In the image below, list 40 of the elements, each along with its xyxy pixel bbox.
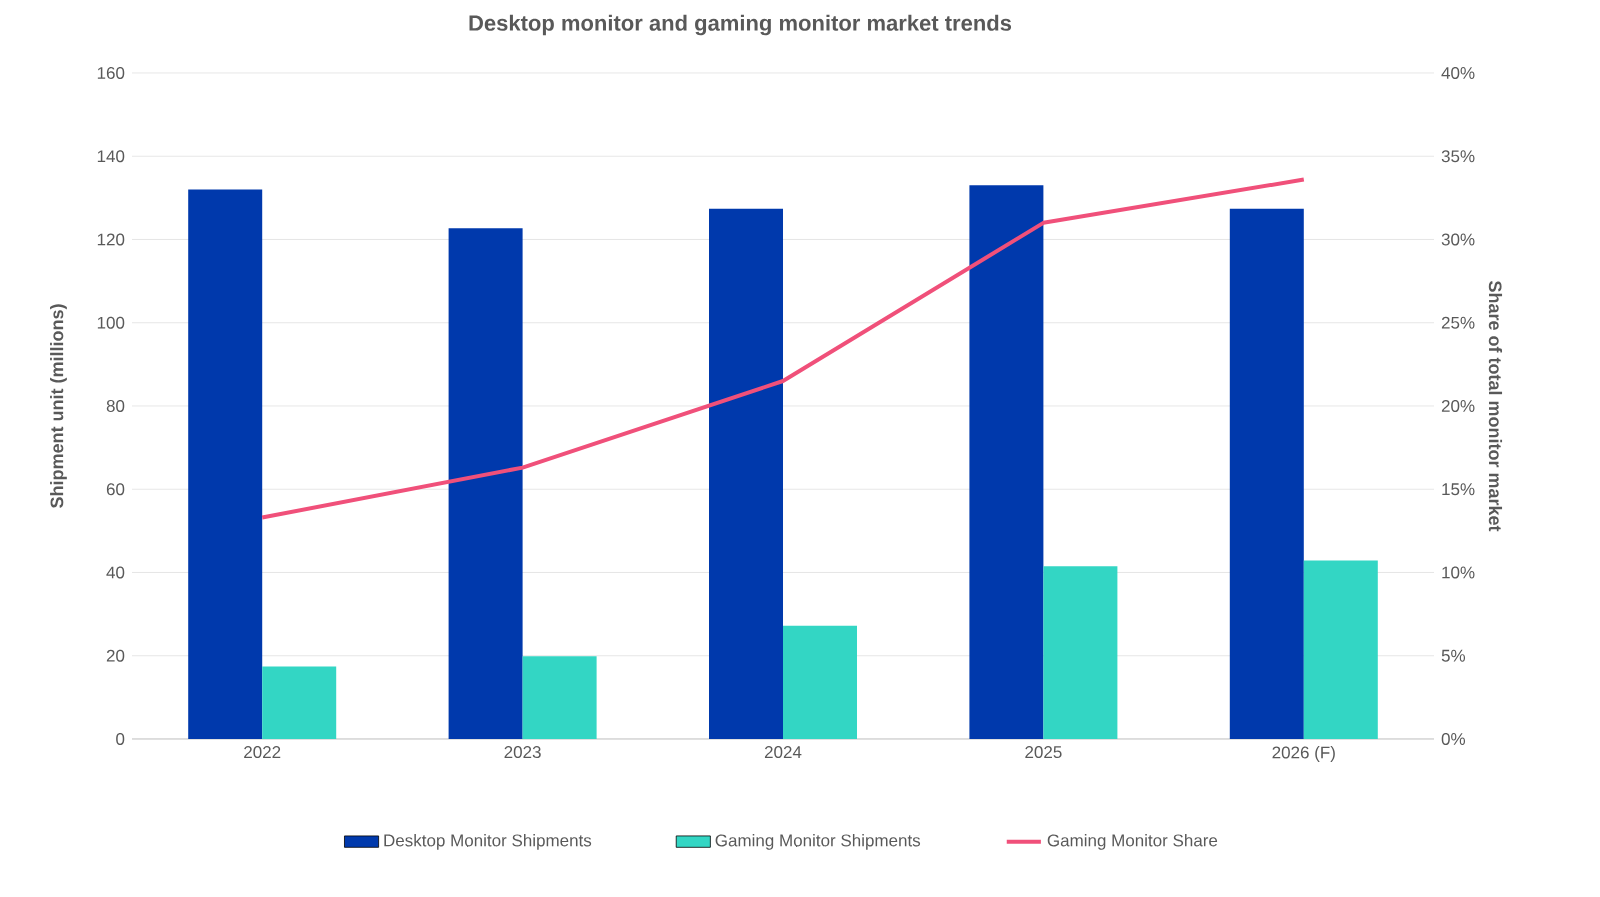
y-tick-label: 80 (106, 399, 125, 412)
x-tick-label: 2025 (1025, 746, 1062, 759)
x-tick-label: 2022 (244, 746, 281, 759)
legend-label: Gaming Monitor Share (1047, 833, 1218, 850)
bar (783, 625, 857, 739)
bar (522, 656, 597, 739)
y-tick-label: 100 (97, 316, 125, 329)
bar (1043, 566, 1118, 739)
y-tick-label: 60 (106, 483, 125, 496)
y-tick-label: 40 (106, 566, 125, 579)
legend-label: Gaming Monitor Shipments (715, 833, 921, 850)
bar (262, 666, 337, 739)
y2-tick-label: 30% (1441, 233, 1475, 246)
y2-tick-label: 20% (1441, 399, 1475, 412)
x-tick-label: 2026 (F) (1272, 746, 1335, 762)
y-tick-label: 120 (97, 233, 125, 246)
bar (709, 208, 783, 739)
x-tick-label: 2023 (504, 746, 541, 759)
y2-axis-title: Share of total monitor market (1488, 281, 1503, 532)
y2-tick-label: 35% (1441, 150, 1475, 163)
y-tick-label: 160 (97, 66, 125, 79)
y2-tick-label: 0% (1441, 732, 1466, 745)
legend-label: Desktop Monitor Shipments (384, 833, 592, 850)
bar (448, 228, 523, 739)
y-tick-label: 140 (97, 150, 125, 163)
chart-title: Desktop monitor and gaming monitor market trends (469, 14, 1012, 36)
bar (1303, 560, 1378, 739)
bar (1229, 208, 1304, 739)
y-tick-label: 20 (106, 649, 125, 662)
y2-tick-label: 5% (1441, 649, 1466, 662)
y-tick-label: 0 (116, 732, 125, 745)
y2-tick-label: 15% (1442, 483, 1475, 496)
y-axis-title: Shipment unit (millions) (50, 304, 67, 508)
line-series (260, 177, 1306, 520)
bar (969, 185, 1044, 739)
bar (188, 189, 263, 739)
y2-tick-label: 10% (1442, 566, 1475, 579)
x-tick-label: 2024 (764, 746, 802, 759)
y2-tick-label: 40% (1441, 66, 1475, 79)
y2-tick-label: 25% (1441, 316, 1475, 329)
